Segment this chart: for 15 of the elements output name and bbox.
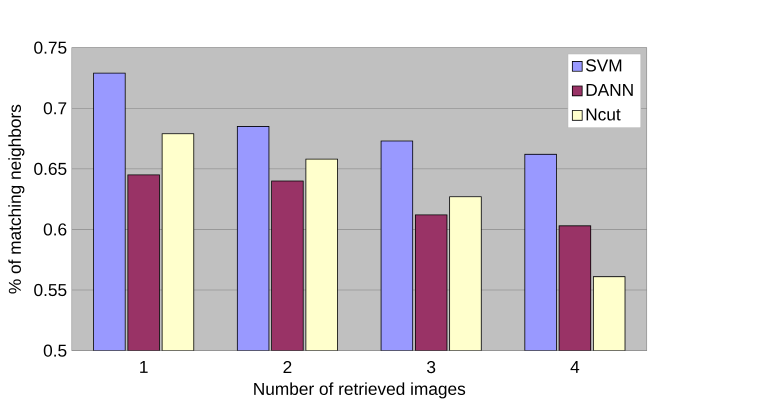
legend-label: SVM xyxy=(586,59,622,72)
y-tick-label: 0.55 xyxy=(34,284,66,296)
legend-label: Ncut xyxy=(586,108,621,121)
y-tick-label: 0.6 xyxy=(44,223,66,236)
y-tick-label: 0.65 xyxy=(34,162,66,175)
legend-label: DANN xyxy=(586,84,633,96)
y-axis-title: % of matching neighbors xyxy=(8,104,24,294)
x-tick-label: 4 xyxy=(570,361,580,373)
y-tick-label: 0.5 xyxy=(44,344,66,357)
y-tick-label: 0.75 xyxy=(34,42,66,54)
x-axis-title: Number of retrieved images xyxy=(254,382,466,398)
x-tick-label: 1 xyxy=(140,361,148,373)
y-tick-label: 0.7 xyxy=(44,102,66,114)
x-tick-label: 3 xyxy=(427,361,436,374)
x-tick-label: 2 xyxy=(283,361,292,374)
